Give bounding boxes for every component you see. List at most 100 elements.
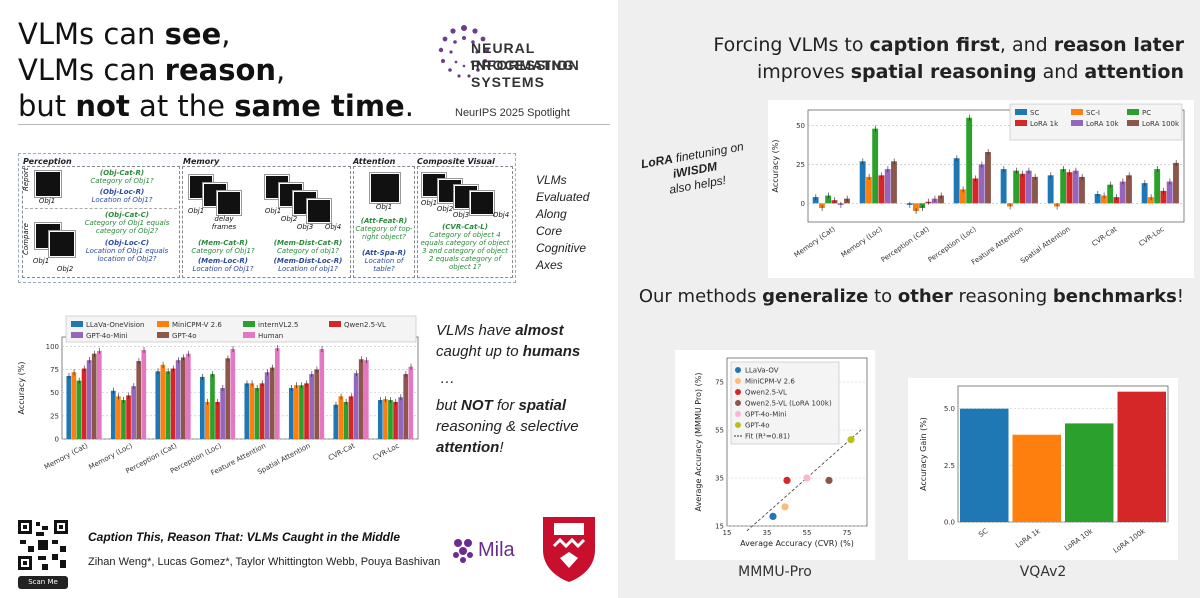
y-axis-label: Accuracy Gain (%) [919, 417, 928, 491]
legend-swatch [1127, 109, 1139, 115]
scatter-point [825, 476, 833, 484]
bar [408, 366, 414, 439]
bar [972, 178, 979, 204]
bar [1066, 172, 1073, 204]
right-heading-line-1: Forcing VLMs to caption first, and reaso… [713, 34, 1184, 56]
neurips-name-line-1: NEURAL INFORMATION [471, 40, 580, 73]
bar [121, 400, 126, 439]
x-tick-label: 15 [723, 529, 732, 537]
bar [938, 195, 944, 204]
bar [363, 360, 369, 439]
bar [333, 404, 339, 439]
y-tick-label: 5.0 [944, 405, 955, 413]
legend-box [1009, 103, 1183, 141]
dist-obj3-label: Obj3 [296, 223, 314, 231]
cvr-obj3-label: Obj3 [452, 211, 470, 219]
x-tick-label: LoRA 100k [1112, 527, 1148, 555]
bar [71, 372, 77, 439]
memory-box: Obj1 delay frames Obj1 Obj2 Obj3 Obj4 (M… [182, 166, 351, 278]
legend-label: GPT-4o [745, 422, 770, 430]
bar [288, 388, 294, 439]
axes-note-line: Cognitive [536, 241, 587, 255]
bar [180, 357, 186, 439]
qr-code-icon[interactable] [16, 518, 70, 572]
legend-marker [735, 389, 741, 395]
axes-note: VLMs Evaluated Along Core Cognitive Axes [536, 172, 589, 274]
bar [210, 374, 215, 439]
bar [96, 350, 102, 439]
obj1-image [35, 171, 61, 197]
axes-note-line: Axes [536, 258, 563, 272]
left-findings-note: VLMs have almost caught up to humans … b… [436, 320, 616, 458]
bar [865, 176, 872, 204]
perception-heading: Perception [23, 157, 72, 166]
mmmu-caption: MMMU-Pro [738, 564, 812, 580]
bar [91, 353, 97, 439]
bar [878, 175, 885, 204]
cvr-cat-desc: Category of object 4 equals category of … [420, 231, 510, 271]
legend-marker [735, 411, 741, 417]
legend-marker [735, 367, 741, 373]
att-feat-label: (Att-Feat-R) [360, 217, 408, 225]
bar [1065, 423, 1114, 522]
note-line-3: but NOT for spatial [436, 397, 567, 414]
attention-image [370, 173, 400, 203]
bar [86, 360, 92, 439]
legend-label: Qwen2.5-VL [344, 321, 386, 329]
obj-loc-r-desc: Location of Obj1? [91, 196, 153, 204]
method-gain-chart: 0 25 50 Accuracy (%) Memory (Cat) Memory (Loc… [771, 103, 1185, 267]
x-axis-label: Average Accuracy (CVR) (%) [740, 539, 854, 548]
scatter-point [781, 503, 789, 511]
vqa-caption: VQAv2 [1019, 564, 1067, 580]
neurips-logo-icon [438, 25, 490, 78]
paper-title: Caption This, Reason That: VLMs Caught i… [88, 530, 400, 544]
generalize-heading: Our methods generalize to other reasonin… [638, 286, 1184, 307]
cvr-obj1-label: Obj1 [420, 199, 438, 207]
bar [160, 364, 166, 439]
bar [76, 380, 82, 439]
mem-cat-r-desc: Category of Obj1? [191, 247, 255, 255]
y-tick-label: 55 [715, 427, 724, 435]
legend-label: SC-I [1086, 109, 1100, 117]
right-panel: Forcing VLMs to caption first, and reaso… [618, 0, 1200, 598]
legend-label: Qwen2.5-VL [745, 389, 787, 397]
y-tick-label: 0.0 [944, 519, 955, 527]
scan-me-button[interactable]: Scan Me [18, 576, 68, 589]
bar [859, 161, 866, 204]
bar [249, 383, 255, 439]
obj-cat-r-label: (Obj-Cat-R) [99, 169, 145, 177]
y-tick-label: 75 [50, 366, 59, 374]
report-label: Report [22, 167, 30, 191]
mmmu-chart-card: 15 35 55 75 15 35 55 75 Average Accuracy (CVR) (… [675, 350, 875, 560]
bar [274, 348, 280, 439]
x-tick-label: CVR-Loc [1138, 225, 1166, 248]
legend-swatch [157, 321, 169, 327]
bar [383, 399, 388, 439]
obj-loc-c-desc: Location of Obj1 equals location of Obj2… [85, 247, 169, 263]
bar [1019, 173, 1026, 204]
bar [1166, 181, 1173, 204]
legend-swatch [1015, 109, 1027, 115]
note-line-1: VLMs have almost [436, 322, 564, 339]
mem-dist-cat-label: (Mem-Dist-Cat-R) [273, 239, 343, 247]
bar [912, 203, 919, 212]
x-tick-label: Memory (Cat) [793, 225, 837, 259]
bar [1079, 176, 1085, 204]
mcgill-crest-icon [543, 517, 595, 582]
bar [165, 371, 171, 439]
bar [1117, 391, 1166, 522]
obj-loc-r-label: (Obj-Loc-R) [99, 188, 145, 196]
mem-cat-r-label: (Mem-Cat-R) [198, 239, 248, 247]
bar [1060, 169, 1067, 204]
obj1-label: Obj1 [38, 197, 56, 205]
spotlight-label: NeurIPS 2025 Spotlight [455, 107, 570, 119]
legend-swatch [1071, 109, 1083, 115]
legend-box [65, 315, 417, 343]
bar [136, 361, 142, 439]
x-tick-label: 75 [843, 529, 852, 537]
bar [110, 390, 116, 439]
perception-divider [25, 208, 177, 209]
dist-obj1-label: Obj1 [264, 207, 282, 215]
mem-loc-r-desc: Location of Obj1? [192, 265, 254, 273]
legend-label: MiniCPM-V 2.6 [172, 321, 222, 329]
